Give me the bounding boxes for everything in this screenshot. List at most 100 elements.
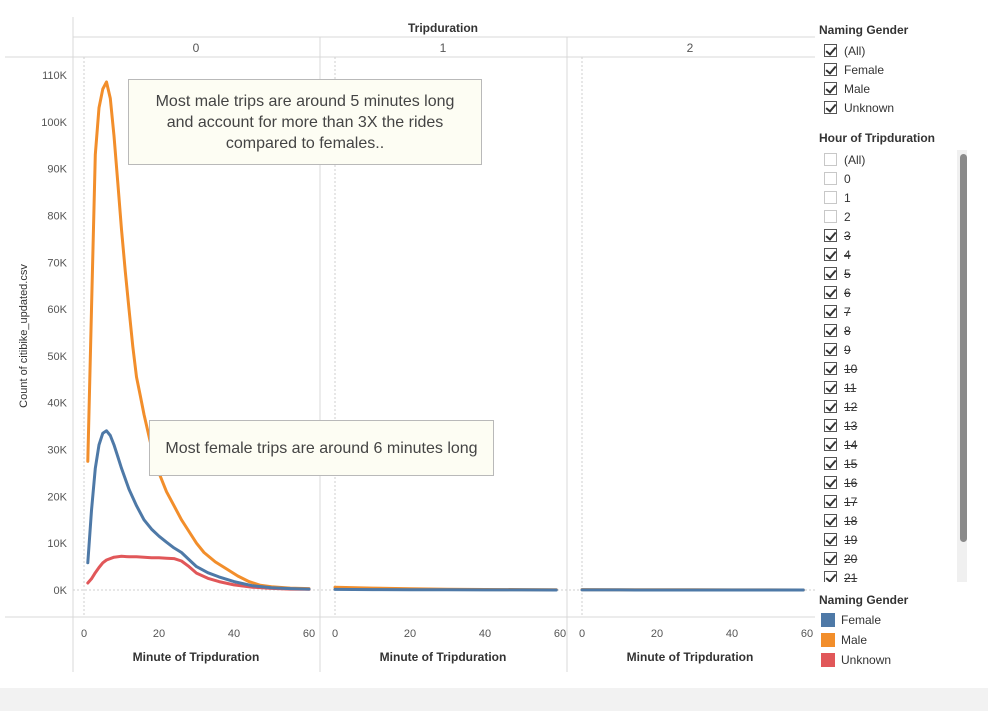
panel-header-label: 0	[193, 41, 200, 55]
checkbox-checked[interactable]	[824, 419, 837, 432]
hour-filter-item[interactable]: 16	[824, 473, 857, 492]
series-line-male-panel-0[interactable]	[86, 80, 311, 591]
female-annotation: Most female trips are around 6 minutes l…	[149, 420, 494, 476]
y-tick-label: 70K	[47, 257, 67, 269]
checkbox-unchecked[interactable]	[824, 172, 837, 185]
filters-panel: Naming Gender (All) Female Male Unknown Hou…	[815, 0, 988, 688]
gender-filter-item-label: (All)	[844, 43, 866, 58]
checkbox-checked[interactable]	[824, 495, 837, 508]
hour-filter-item-label: 5	[844, 266, 851, 281]
checkbox-unchecked[interactable]	[824, 153, 837, 166]
checkbox-checked[interactable]	[824, 533, 837, 546]
checkbox-checked[interactable]	[824, 63, 837, 76]
x-tick-label: 40	[479, 628, 491, 640]
checkbox-checked[interactable]	[824, 101, 837, 114]
hour-filter-item-label: 14	[844, 437, 858, 452]
checkbox-checked[interactable]	[824, 305, 837, 318]
legend-item[interactable]: Female	[821, 611, 881, 629]
hour-filter-item[interactable]: 4	[824, 245, 851, 264]
series-line-female-panel-0[interactable]	[86, 429, 311, 591]
checkmark-icon	[825, 229, 837, 241]
checkbox-checked[interactable]	[824, 286, 837, 299]
checkbox-checked[interactable]	[824, 552, 837, 565]
hour-filter-item[interactable]: 6	[824, 283, 851, 302]
checkbox-checked[interactable]	[824, 267, 837, 280]
checkbox-checked[interactable]	[824, 571, 837, 582]
hour-filter-item-label: 7	[844, 304, 851, 319]
series-line-unknown-panel-0[interactable]	[86, 554, 311, 591]
checkbox-checked[interactable]	[824, 324, 837, 337]
hour-filter-item-label: 21	[844, 570, 858, 583]
gender-filter-item-label: Male	[844, 81, 871, 96]
hour-filter-item[interactable]: 20	[824, 549, 857, 568]
hour-filter-item[interactable]: 17	[824, 492, 857, 511]
hour-filter-item-label: 3	[844, 228, 851, 243]
gender-filter-item[interactable]: (All)	[824, 41, 865, 60]
checkbox-checked[interactable]	[824, 476, 837, 489]
hour-filter-item-label: 17	[844, 494, 858, 509]
checkbox-checked[interactable]	[824, 343, 837, 356]
hour-filter-item[interactable]: 0	[824, 169, 851, 188]
hour-filter-item[interactable]: 7	[824, 302, 851, 321]
checkbox-checked[interactable]	[824, 438, 837, 451]
hour-filter-item[interactable]: 19	[824, 530, 857, 549]
checkbox-checked[interactable]	[824, 400, 837, 413]
checkmark-icon	[825, 457, 837, 469]
hour-filter-item[interactable]: 13	[824, 416, 857, 435]
legend-swatch	[821, 633, 835, 647]
checkbox-checked[interactable]	[824, 82, 837, 95]
legend-item[interactable]: Male	[821, 631, 867, 649]
annotation-line: Most female trips are around 6 minutes l…	[165, 439, 478, 457]
hour-filter-item[interactable]: 8	[824, 321, 851, 340]
y-tick-label: 60K	[47, 304, 67, 316]
checkbox-checked[interactable]	[824, 362, 837, 375]
checkmark-icon	[825, 324, 837, 336]
series-line-female-panel-1[interactable]	[333, 587, 558, 592]
hour-filter-item[interactable]: 10	[824, 359, 857, 378]
checkmark-icon	[825, 44, 837, 56]
checkbox-unchecked[interactable]	[824, 210, 837, 223]
hour-filter-list[interactable]: (All) 0 1 2 3 4 5 6 7 8 9 10 11 12 13 14 15 16 17 18 19 20 21	[815, 150, 957, 582]
hour-filter-item[interactable]: 14	[824, 435, 857, 454]
gender-filter-item[interactable]: Female	[824, 60, 884, 79]
male-annotation: Most male trips are around 5 minutes lon…	[128, 79, 482, 165]
checkbox-checked[interactable]	[824, 229, 837, 242]
y-axis-title: Count of citibike_updated.csv	[18, 264, 30, 408]
hour-filter-item[interactable]: 18	[824, 511, 857, 530]
checkmark-icon	[825, 305, 837, 317]
hour-filter-scrollbar-thumb[interactable]	[960, 154, 967, 542]
checkbox-checked[interactable]	[824, 248, 837, 261]
y-tick-label: 50K	[47, 351, 67, 363]
gender-filter-item[interactable]: Male	[824, 79, 870, 98]
hour-filter-item[interactable]: 11	[824, 378, 856, 397]
panel-header-label: 2	[687, 41, 694, 55]
hour-filter-item[interactable]: 12	[824, 397, 857, 416]
gender-filter-item-label: Unknown	[844, 100, 895, 115]
checkmark-icon	[825, 476, 837, 488]
checkmark-icon	[825, 101, 837, 113]
hour-filter-item[interactable]: 5	[824, 264, 851, 283]
hour-filter-item[interactable]: 21	[824, 568, 857, 582]
checkbox-checked[interactable]	[824, 457, 837, 470]
checkbox-checked[interactable]	[824, 514, 837, 527]
y-tick-label: 20K	[47, 491, 67, 503]
hour-filter-item-label: 8	[844, 323, 851, 338]
checkbox-unchecked[interactable]	[824, 191, 837, 204]
hour-filter-item[interactable]: 9	[824, 340, 851, 359]
hour-filter-item-label: 4	[844, 247, 851, 262]
hour-filter-item[interactable]: 1	[824, 188, 851, 207]
x-tick-label: 20	[651, 628, 663, 640]
checkbox-checked[interactable]	[824, 381, 837, 394]
checkbox-checked[interactable]	[824, 44, 837, 57]
hour-filter-item[interactable]: 2	[824, 207, 851, 226]
hour-filter-item[interactable]: (All)	[824, 150, 865, 169]
checkmark-icon	[825, 82, 837, 94]
gender-filter-item[interactable]: Unknown	[824, 98, 894, 117]
checkmark-icon	[825, 400, 837, 412]
checkmark-icon	[825, 362, 837, 374]
x-axis-ticks: 0 20 40 60 0 20 40 60 0 20 40 60	[81, 628, 813, 640]
hour-filter-item[interactable]: 15	[824, 454, 857, 473]
legend-item-label: Unknown	[841, 653, 892, 667]
hour-filter-item[interactable]: 3	[824, 226, 851, 245]
legend-item[interactable]: Unknown	[821, 651, 891, 669]
